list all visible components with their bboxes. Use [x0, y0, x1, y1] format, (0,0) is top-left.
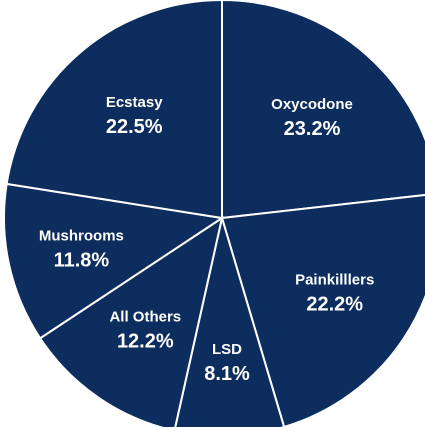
slice-oxycodone [221, 0, 425, 220]
slice-all-others [38, 215, 224, 427]
slice-ecstasy [5, 0, 223, 220]
slice-value-lsd: 8.1% [204, 363, 250, 385]
slice-label-oxycodone: Oxycodone [271, 96, 353, 113]
slice-value-all-others: 12.2% [117, 330, 174, 352]
slice-value-painkilllers: 22.2% [306, 294, 363, 316]
slice-label-painkilllers: Painkilllers [295, 272, 374, 289]
slice-value-mushrooms: 11.8% [54, 250, 110, 272]
slice-label-mushrooms: Mushrooms [39, 228, 124, 245]
slice-label-ecstasy: Ecstasy [106, 94, 163, 111]
slice-label-lsd: LSD [212, 341, 242, 358]
pie-labels: Oxycodone 23.2% Painkilllers 22.2% LSD 8.1% Al… [39, 94, 374, 385]
slice-mushrooms [2, 182, 225, 340]
slice-painkilllers [220, 193, 425, 427]
slice-value-oxycodone: 23.2% [284, 118, 341, 140]
slice-value-ecstasy: 22.5% [106, 116, 163, 138]
slice-lsd [174, 214, 286, 427]
slice-label-all-others: All Others [109, 308, 181, 325]
